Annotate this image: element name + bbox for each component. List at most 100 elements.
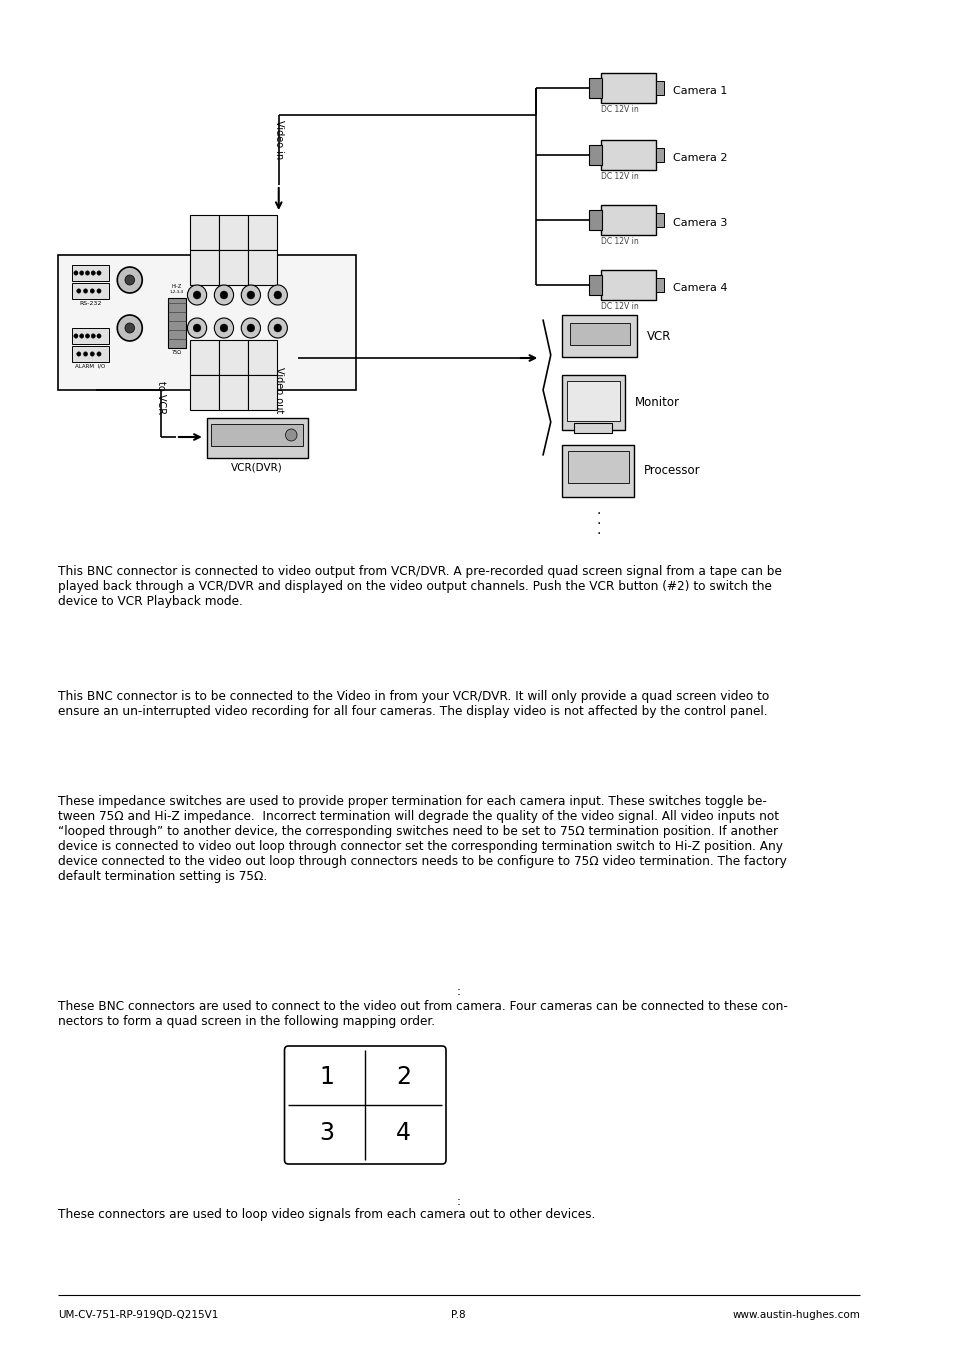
Text: :: :	[456, 986, 460, 998]
Text: This BNC connector is connected to video output from VCR/DVR. A pre-recorded qua: This BNC connector is connected to video…	[57, 566, 781, 608]
Circle shape	[91, 289, 94, 293]
Bar	[219, 375, 248, 410]
Bar	[589, 78, 601, 99]
Bar	[567, 451, 628, 483]
Circle shape	[76, 289, 81, 293]
Circle shape	[193, 292, 201, 298]
Text: P.8: P.8	[451, 1310, 465, 1320]
Circle shape	[125, 323, 134, 333]
Text: VCR(DVR): VCR(DVR)	[231, 462, 282, 472]
Circle shape	[247, 324, 254, 332]
Bar	[219, 215, 248, 250]
Bar	[561, 446, 634, 497]
Bar	[589, 211, 601, 230]
Text: .: .	[596, 522, 600, 537]
Text: .: .	[596, 513, 600, 526]
Bar	[600, 73, 656, 103]
Circle shape	[241, 319, 260, 338]
Bar	[566, 381, 619, 421]
Bar	[248, 375, 276, 410]
Circle shape	[117, 267, 142, 293]
Circle shape	[85, 271, 90, 275]
Circle shape	[83, 352, 88, 356]
Text: UM-CV-751-RP-919QD-Q215V1: UM-CV-751-RP-919QD-Q215V1	[57, 1310, 218, 1320]
Circle shape	[268, 319, 287, 338]
Text: These BNC connectors are used to connect to the video out from camera. Four came: These BNC connectors are used to connect…	[57, 1000, 787, 1027]
Circle shape	[76, 352, 81, 356]
Bar	[656, 278, 663, 292]
Bar	[72, 284, 109, 298]
Bar	[573, 423, 612, 433]
Bar	[600, 205, 656, 235]
Circle shape	[97, 271, 101, 275]
Bar	[248, 250, 276, 285]
Circle shape	[187, 319, 207, 338]
Bar	[561, 315, 637, 356]
Circle shape	[85, 333, 90, 339]
Bar	[168, 298, 185, 348]
Circle shape	[97, 289, 101, 293]
Text: These impedance switches are used to provide proper termination for each camera : These impedance switches are used to pro…	[57, 795, 785, 883]
Circle shape	[97, 333, 101, 339]
Text: www.austin-hughes.com: www.austin-hughes.com	[732, 1310, 860, 1320]
Circle shape	[214, 319, 233, 338]
Text: 75Ω: 75Ω	[172, 350, 182, 355]
Circle shape	[79, 333, 84, 339]
Bar	[72, 328, 109, 344]
Circle shape	[73, 333, 78, 339]
Circle shape	[187, 285, 207, 305]
Bar	[190, 250, 219, 285]
Bar	[589, 275, 601, 296]
Text: Camera 3: Camera 3	[672, 217, 726, 228]
Circle shape	[220, 324, 228, 332]
Text: 4: 4	[395, 1120, 411, 1145]
Text: These connectors are used to loop video signals from each camera out to other de: These connectors are used to loop video …	[57, 1208, 595, 1220]
Text: Camera 4: Camera 4	[672, 284, 726, 293]
Bar	[219, 250, 248, 285]
Text: DC 12V in: DC 12V in	[600, 302, 638, 311]
Text: RS-232: RS-232	[79, 301, 101, 306]
Text: This BNC connector is to be connected to the Video in from your VCR/DVR. It will: This BNC connector is to be connected to…	[57, 690, 768, 718]
FancyBboxPatch shape	[284, 1046, 445, 1164]
Text: Video out: Video out	[274, 367, 283, 413]
Circle shape	[274, 292, 281, 298]
Text: Processor: Processor	[643, 464, 700, 478]
Text: VCR: VCR	[646, 329, 671, 343]
Bar	[212, 424, 302, 446]
Circle shape	[91, 271, 95, 275]
Circle shape	[247, 292, 254, 298]
Circle shape	[285, 429, 296, 441]
Bar	[656, 81, 663, 95]
Circle shape	[97, 352, 101, 356]
Bar	[72, 346, 109, 362]
Circle shape	[91, 352, 94, 356]
Text: Camera 2: Camera 2	[672, 153, 726, 163]
Text: 3: 3	[319, 1120, 334, 1145]
Circle shape	[125, 275, 134, 285]
Bar	[190, 375, 219, 410]
Circle shape	[214, 285, 233, 305]
Circle shape	[220, 292, 228, 298]
Circle shape	[117, 315, 142, 342]
Bar	[248, 215, 276, 250]
Circle shape	[79, 271, 84, 275]
Text: :: :	[456, 1195, 460, 1208]
Text: 1,2,3,4: 1,2,3,4	[170, 290, 184, 294]
Circle shape	[91, 333, 95, 339]
Bar	[600, 140, 656, 170]
Text: .: .	[596, 504, 600, 517]
Bar	[656, 213, 663, 227]
Circle shape	[241, 285, 260, 305]
Text: 1: 1	[319, 1065, 334, 1089]
Bar	[190, 340, 219, 375]
Text: Camera 1: Camera 1	[672, 86, 726, 96]
Circle shape	[193, 324, 201, 332]
Bar	[72, 265, 109, 281]
Bar	[219, 340, 248, 375]
Text: DC 12V in: DC 12V in	[600, 171, 638, 181]
Circle shape	[268, 285, 287, 305]
Bar	[569, 323, 629, 346]
Text: DC 12V in: DC 12V in	[600, 105, 638, 113]
Text: to VCR: to VCR	[156, 382, 167, 414]
Text: Hi-Z: Hi-Z	[172, 284, 182, 289]
